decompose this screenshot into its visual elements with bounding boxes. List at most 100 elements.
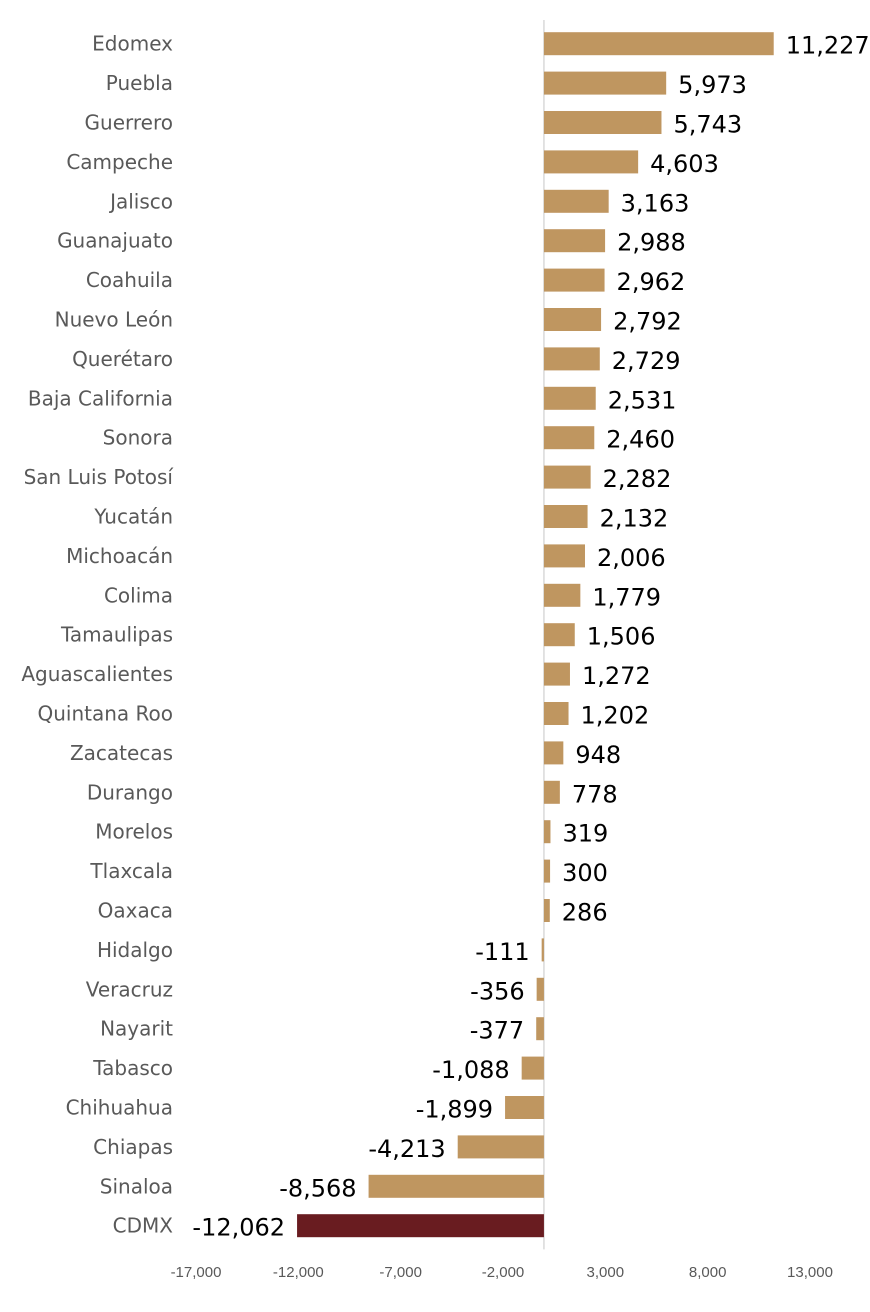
category-label: Coahuila — [86, 268, 173, 292]
category-label: Sinaloa — [100, 1174, 173, 1198]
category-label: Morelos — [95, 820, 173, 844]
value-label: -1,088 — [432, 1056, 509, 1084]
bar — [543, 505, 588, 528]
value-label: 2,006 — [597, 544, 666, 572]
bar — [543, 544, 585, 568]
bar — [297, 1214, 544, 1238]
value-label: 2,729 — [612, 347, 681, 375]
bar — [543, 268, 605, 292]
bar — [543, 347, 600, 371]
bar — [536, 1017, 544, 1041]
category-label: Aguascalientes — [21, 662, 173, 686]
category-label: San Luis Potosí — [24, 465, 175, 489]
value-label: -356 — [470, 977, 524, 1005]
x-tick-label: -7,000 — [379, 1264, 422, 1281]
bar — [543, 426, 595, 450]
value-label: -1,899 — [416, 1096, 493, 1124]
bar — [543, 32, 774, 56]
category-label: Tamaulipas — [60, 623, 173, 647]
value-label: 2,988 — [617, 229, 686, 257]
bar — [543, 189, 609, 213]
category-label: Oaxaca — [98, 899, 173, 923]
bar — [543, 71, 667, 95]
bar — [543, 386, 596, 410]
value-label: 1,202 — [581, 702, 650, 730]
category-label: Nayarit — [100, 1017, 173, 1041]
value-label: 2,792 — [613, 308, 682, 336]
category-label: Guanajuato — [57, 229, 173, 253]
bar — [368, 1174, 544, 1198]
category-label: Baja California — [28, 386, 173, 410]
bar — [457, 1135, 544, 1159]
bar — [543, 820, 551, 844]
bar — [521, 1056, 544, 1080]
value-label: 2,962 — [617, 268, 686, 296]
value-label: -12,062 — [192, 1214, 285, 1242]
bar — [543, 465, 591, 489]
category-label: Sonora — [103, 426, 173, 450]
bar — [543, 702, 569, 725]
value-label: 778 — [572, 780, 618, 808]
bar — [536, 977, 544, 1001]
x-tick-label: -17,000 — [171, 1264, 222, 1281]
value-label: -4,213 — [368, 1135, 445, 1163]
category-label: Jalisco — [108, 189, 173, 213]
category-label: Quintana Roo — [37, 702, 173, 726]
category-label: Zacatecas — [70, 741, 173, 765]
value-label: 2,531 — [608, 386, 677, 414]
bar — [543, 859, 551, 883]
value-label: 2,132 — [600, 505, 669, 533]
value-label: 1,779 — [592, 583, 661, 611]
x-tick-label: 13,000 — [787, 1264, 833, 1281]
category-label: Colima — [104, 583, 173, 607]
value-label: 300 — [562, 859, 608, 887]
value-label: 11,227 — [786, 32, 870, 60]
value-label: -111 — [475, 938, 529, 966]
category-label: Edomex — [92, 32, 173, 56]
bar — [541, 938, 544, 962]
value-label: 5,743 — [673, 111, 742, 139]
value-label: -377 — [470, 1017, 524, 1045]
category-label: Tlaxcala — [89, 859, 173, 883]
value-label: 3,163 — [621, 189, 690, 217]
category-label: Chiapas — [93, 1135, 173, 1159]
category-label: Veracruz — [86, 977, 173, 1001]
category-label: Campeche — [66, 150, 173, 174]
value-label: 948 — [575, 741, 621, 769]
bar — [543, 623, 575, 647]
category-label: Chihuahua — [66, 1096, 173, 1120]
bar — [543, 150, 639, 174]
category-label: Guerrero — [85, 111, 173, 135]
x-tick-label: -2,000 — [482, 1264, 525, 1281]
category-label: Tabasco — [92, 1056, 173, 1080]
value-label: -8,568 — [279, 1174, 356, 1202]
value-label: 286 — [562, 899, 608, 927]
bar — [543, 111, 662, 134]
value-label: 2,282 — [603, 465, 672, 493]
x-tick-label: 8,000 — [689, 1264, 727, 1281]
category-label: Michoacán — [66, 544, 173, 568]
category-label: Nuevo León — [55, 308, 173, 332]
bar — [543, 229, 606, 253]
bar — [543, 780, 560, 804]
bar — [505, 1096, 544, 1119]
value-label: 4,603 — [650, 150, 719, 178]
x-tick-label: -12,000 — [273, 1264, 324, 1281]
bar — [543, 308, 602, 331]
value-label: 1,272 — [582, 662, 651, 690]
category-label: Hidalgo — [97, 938, 173, 962]
value-label: 2,460 — [606, 426, 675, 454]
category-label: Durango — [87, 780, 173, 804]
bar — [543, 662, 570, 686]
bar — [543, 899, 550, 922]
value-label: 5,973 — [678, 71, 747, 99]
category-label: Querétaro — [72, 347, 173, 371]
category-label: Yucatán — [93, 505, 173, 529]
category-label: Puebla — [106, 71, 173, 95]
value-label: 1,506 — [587, 623, 656, 651]
bar — [543, 741, 564, 765]
bar — [543, 583, 581, 607]
x-tick-label: 3,000 — [587, 1264, 625, 1281]
category-label: CDMX — [113, 1214, 174, 1238]
